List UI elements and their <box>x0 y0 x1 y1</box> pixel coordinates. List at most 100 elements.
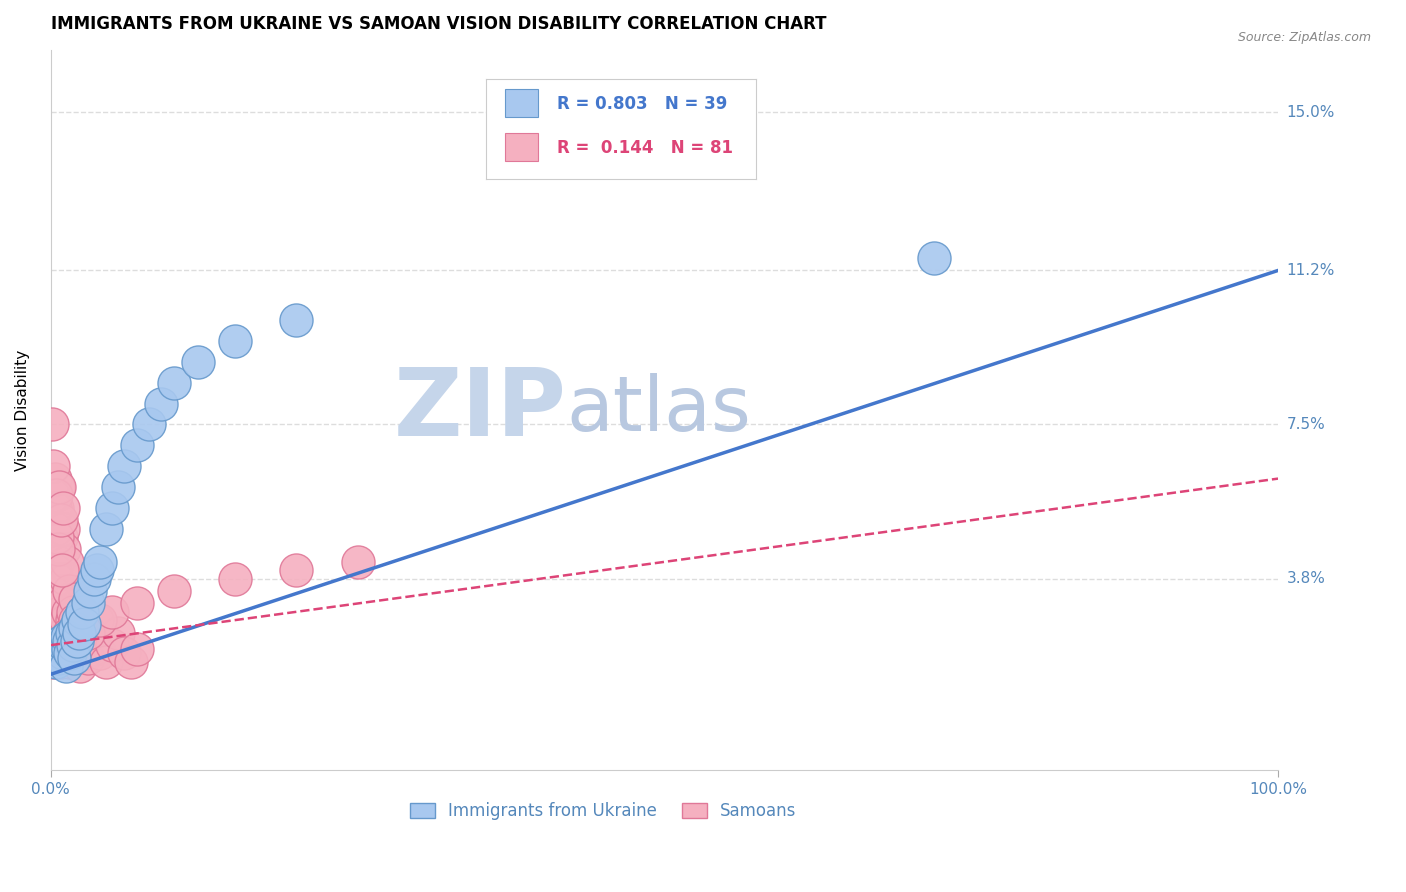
Point <box>53 625 76 640</box>
Point <box>52 647 75 661</box>
Point <box>42 459 65 474</box>
Point <box>56 630 79 644</box>
Point <box>79 584 101 599</box>
Point <box>46 647 69 661</box>
Point <box>89 647 111 661</box>
Point <box>44 472 66 486</box>
Point <box>42 488 65 502</box>
Point <box>58 625 80 640</box>
Point <box>46 530 69 544</box>
Point <box>56 642 79 657</box>
Point <box>46 572 69 586</box>
Point <box>59 647 82 661</box>
Text: 15.0%: 15.0% <box>1286 104 1334 120</box>
Text: 11.2%: 11.2% <box>1286 263 1334 278</box>
Point <box>41 417 63 432</box>
Point <box>45 597 67 611</box>
Point <box>52 650 75 665</box>
Point <box>83 642 105 657</box>
Point <box>55 613 77 627</box>
Point <box>66 613 89 627</box>
Point <box>83 572 105 586</box>
Point <box>79 625 101 640</box>
Point <box>89 555 111 569</box>
Point <box>52 597 75 611</box>
Point <box>45 488 67 502</box>
Point <box>285 313 308 327</box>
Point <box>51 634 73 648</box>
Point <box>56 647 79 661</box>
Point <box>41 584 63 599</box>
Point <box>51 563 73 577</box>
Point <box>138 417 160 432</box>
Point <box>125 642 148 657</box>
Point <box>162 376 184 390</box>
Text: IMMIGRANTS FROM UKRAINE VS SAMOAN VISION DISABILITY CORRELATION CHART: IMMIGRANTS FROM UKRAINE VS SAMOAN VISION… <box>51 15 827 33</box>
Text: ZIP: ZIP <box>394 364 567 456</box>
Point <box>45 522 67 536</box>
Point <box>46 555 69 569</box>
Point <box>120 655 142 669</box>
Point <box>48 513 70 527</box>
Point <box>65 622 87 636</box>
Point <box>56 555 79 569</box>
Text: 3.8%: 3.8% <box>1286 571 1326 586</box>
Point <box>86 563 108 577</box>
Point <box>89 613 111 627</box>
Point <box>59 625 82 640</box>
Point <box>70 605 93 619</box>
Point <box>63 638 86 652</box>
Point <box>46 480 69 494</box>
Point <box>48 584 70 599</box>
Point <box>346 555 368 569</box>
Point <box>45 650 67 665</box>
Point <box>56 605 79 619</box>
Point <box>52 522 75 536</box>
Point <box>285 563 308 577</box>
Point <box>107 625 129 640</box>
Point <box>49 642 72 657</box>
Text: 7.5%: 7.5% <box>1286 417 1324 432</box>
Point <box>224 572 246 586</box>
Point <box>45 655 67 669</box>
Point <box>94 522 117 536</box>
Point <box>76 650 98 665</box>
Point <box>53 638 76 652</box>
Point <box>62 638 84 652</box>
Point <box>187 355 209 369</box>
Point <box>58 584 80 599</box>
Point <box>76 625 98 640</box>
Point <box>114 459 136 474</box>
Point <box>125 438 148 452</box>
Point <box>76 597 98 611</box>
Point <box>60 625 83 640</box>
Legend: Immigrants from Ukraine, Samoans: Immigrants from Ukraine, Samoans <box>404 795 803 827</box>
Point <box>72 613 94 627</box>
Point <box>42 655 65 669</box>
Point <box>125 597 148 611</box>
Point <box>58 655 80 669</box>
Point <box>58 634 80 648</box>
Point <box>53 542 76 557</box>
Point <box>69 659 91 673</box>
Point <box>65 650 87 665</box>
Point <box>46 500 69 515</box>
Point <box>52 500 75 515</box>
Point <box>44 563 66 577</box>
Point <box>49 655 72 669</box>
Point <box>65 613 87 627</box>
Point <box>62 605 84 619</box>
Point <box>48 647 70 661</box>
Point <box>66 647 89 661</box>
Point <box>70 605 93 619</box>
Point <box>224 334 246 349</box>
Point <box>46 634 69 648</box>
Point <box>44 638 66 652</box>
Point <box>46 642 69 657</box>
Point <box>49 530 72 544</box>
Point <box>67 625 90 640</box>
Point <box>46 542 69 557</box>
Point <box>101 500 124 515</box>
Point <box>41 647 63 661</box>
Point <box>65 592 87 607</box>
